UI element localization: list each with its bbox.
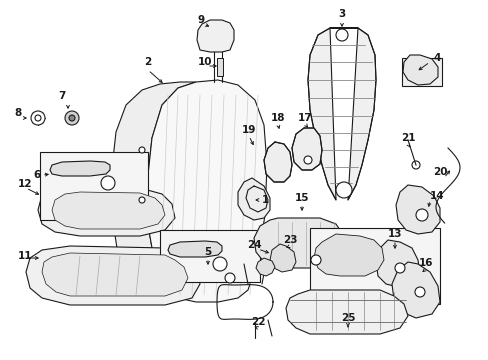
Polygon shape: [291, 128, 321, 170]
Circle shape: [69, 115, 75, 121]
Text: 8: 8: [14, 108, 21, 118]
Circle shape: [335, 29, 347, 41]
Circle shape: [139, 197, 145, 203]
Text: 6: 6: [33, 170, 40, 180]
Text: 18: 18: [270, 113, 285, 123]
Circle shape: [139, 147, 145, 153]
Text: 13: 13: [387, 229, 402, 239]
Bar: [40, 152, 148, 220]
Polygon shape: [391, 262, 439, 318]
Bar: [217, 58, 223, 76]
Polygon shape: [42, 253, 187, 296]
Polygon shape: [168, 241, 222, 257]
Bar: [401, 58, 441, 86]
Text: 19: 19: [242, 125, 256, 135]
Circle shape: [335, 182, 351, 198]
Polygon shape: [112, 82, 196, 295]
Polygon shape: [26, 246, 200, 305]
Circle shape: [31, 111, 45, 125]
Polygon shape: [52, 192, 164, 229]
Polygon shape: [197, 20, 234, 52]
Text: 16: 16: [418, 258, 432, 268]
Text: 25: 25: [340, 313, 354, 323]
Polygon shape: [307, 28, 375, 200]
Text: 23: 23: [282, 235, 297, 245]
Polygon shape: [148, 80, 266, 302]
Text: 20: 20: [432, 167, 447, 177]
Text: 12: 12: [18, 179, 32, 189]
Text: 22: 22: [250, 317, 264, 327]
Text: 21: 21: [400, 133, 414, 143]
Polygon shape: [269, 244, 295, 272]
Polygon shape: [238, 178, 269, 220]
Text: 15: 15: [294, 193, 308, 203]
Circle shape: [224, 273, 235, 283]
Polygon shape: [375, 240, 419, 287]
Circle shape: [310, 255, 320, 265]
Bar: [160, 230, 260, 282]
Text: 10: 10: [198, 57, 212, 67]
Text: 2: 2: [144, 57, 151, 67]
Text: 3: 3: [338, 9, 345, 19]
Text: 5: 5: [204, 247, 211, 257]
Polygon shape: [38, 185, 175, 236]
Text: 4: 4: [433, 53, 441, 63]
Polygon shape: [253, 218, 346, 268]
Polygon shape: [402, 55, 437, 85]
Text: 1: 1: [262, 195, 269, 205]
Circle shape: [414, 287, 424, 297]
Circle shape: [394, 263, 404, 273]
Circle shape: [304, 156, 311, 164]
Circle shape: [415, 209, 427, 221]
Text: 17: 17: [297, 113, 312, 123]
Text: 7: 7: [58, 91, 65, 101]
Circle shape: [65, 111, 79, 125]
Bar: [309, 228, 439, 304]
Text: 14: 14: [429, 191, 444, 201]
Polygon shape: [264, 142, 291, 182]
Circle shape: [35, 115, 41, 121]
Text: 11: 11: [18, 251, 32, 261]
Polygon shape: [285, 290, 407, 334]
Polygon shape: [395, 185, 439, 234]
Polygon shape: [50, 161, 110, 176]
Circle shape: [101, 176, 115, 190]
Text: 9: 9: [198, 15, 204, 25]
Text: 24: 24: [247, 240, 262, 250]
Polygon shape: [313, 234, 383, 276]
Polygon shape: [256, 258, 274, 276]
Circle shape: [213, 257, 226, 271]
